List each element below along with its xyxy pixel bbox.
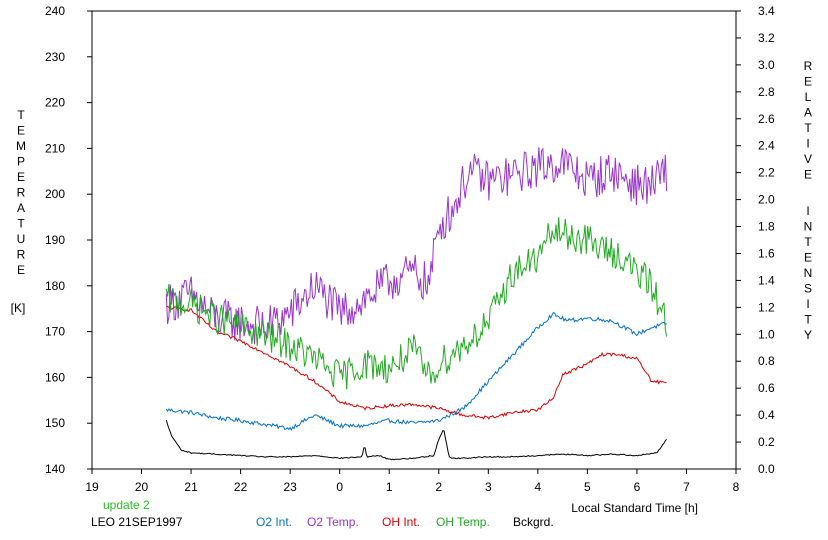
y-left-tick-label: 240 xyxy=(45,4,65,18)
station-annotation: LEO 21SEP1997 xyxy=(91,515,183,529)
legend-o2-int: O2 Int. xyxy=(256,515,292,529)
y-right-tick-label: 2.4 xyxy=(758,139,775,153)
y-right-label-letter: Y xyxy=(804,328,812,342)
y-right-tick-label: 1.8 xyxy=(758,220,775,234)
y-axis-left-unit: [K] xyxy=(11,301,26,315)
y-right-label-letter: E xyxy=(804,168,812,182)
y-right-tick-label: 1.4 xyxy=(758,273,775,287)
x-tick-label: 4 xyxy=(535,480,542,494)
y-axis-right: 0.0 0.2 0.4 0.6 0.8 1.0 1.2 1.4 1.6 1.8 2.0 2.2 2.4 2… xyxy=(736,4,775,476)
x-tick-label: 3 xyxy=(485,480,492,494)
y-left-tick-label: 190 xyxy=(45,233,65,247)
y-left-tick-label: 200 xyxy=(45,187,65,201)
y-right-tick-label: 2.2 xyxy=(758,166,775,180)
y-right-label-letter: A xyxy=(804,106,812,120)
y-left-label-letter: M xyxy=(16,139,26,153)
y-right-label-letter: S xyxy=(804,282,812,296)
y-right-tick-label: 3.0 xyxy=(758,58,775,72)
y-right-tick-label: 3.4 xyxy=(758,4,775,18)
x-tick-label: 6 xyxy=(634,480,641,494)
series-line-o2-int xyxy=(165,311,667,432)
y-left-label-letter: P xyxy=(17,155,25,169)
x-tick-label: 21 xyxy=(184,480,198,494)
y-left-label-letter: E xyxy=(17,170,25,184)
series-layer xyxy=(165,147,668,461)
y-right-tick-label: 0.2 xyxy=(758,435,775,449)
y-right-tick-label: 1.2 xyxy=(758,300,775,314)
x-tick-label: 2 xyxy=(435,480,442,494)
x-axis-label: Local Standard Time [h] xyxy=(571,501,698,515)
y-right-tick-label: 2.8 xyxy=(758,85,775,99)
y-left-tick-label: 160 xyxy=(45,370,65,384)
y-left-label-letter: E xyxy=(17,124,25,138)
series-line-bckgrd xyxy=(165,419,667,461)
x-tick-label: 7 xyxy=(683,480,690,494)
plot-frame xyxy=(91,10,737,470)
y-left-tick-label: 170 xyxy=(45,325,65,339)
update-annotation: update 2 xyxy=(103,498,150,512)
y-left-tick-label: 220 xyxy=(45,96,65,110)
x-tick-label: 22 xyxy=(234,480,248,494)
y-left-label-letter: T xyxy=(17,217,25,231)
y-right-label-letter: E xyxy=(804,75,812,89)
y-right-label-letter: N xyxy=(804,266,813,280)
y-right-tick-label: 2.6 xyxy=(758,112,775,126)
y-right-label-letter: R xyxy=(804,59,813,73)
series-line-o2-temp xyxy=(165,147,668,345)
y-left-label-letter: T xyxy=(17,108,25,122)
x-axis: 19 20 21 22 23 0 1 2 3 4 5 6 7 8 xyxy=(85,469,740,494)
y-right-label-letter: T xyxy=(804,313,812,327)
y-right-tick-label: 0.0 xyxy=(758,462,775,476)
y-right-tick-label: 1.0 xyxy=(758,327,775,341)
y-left-label-letter: E xyxy=(17,263,25,277)
legend-oh-temp: OH Temp. xyxy=(436,515,490,529)
x-tick-label: 0 xyxy=(336,480,343,494)
y-left-label-letter: R xyxy=(17,248,26,262)
y-right-label-letter: L xyxy=(805,90,812,104)
x-tick-label: 20 xyxy=(135,480,149,494)
y-right-tick-label: 0.8 xyxy=(758,354,775,368)
y-left-label-letter: A xyxy=(17,201,25,215)
y-right-label-letter: N xyxy=(804,220,813,234)
y-left-tick-label: 150 xyxy=(45,416,65,430)
x-tick-label: 23 xyxy=(283,480,297,494)
y-right-label-letter: I xyxy=(806,297,809,311)
legend-oh-int: OH Int. xyxy=(382,515,420,529)
y-right-tick-label: 0.4 xyxy=(758,408,775,422)
x-tick-label: 1 xyxy=(386,480,393,494)
y-right-tick-label: 1.6 xyxy=(758,246,775,260)
y-right-label-letter: T xyxy=(804,121,812,135)
y-axis-left: 140 150 160 170 180 190 200 210 220 230 240 xyxy=(45,4,92,476)
y-right-label-letter: I xyxy=(806,137,809,151)
x-tick-label: 8 xyxy=(733,480,740,494)
y-left-tick-label: 180 xyxy=(45,279,65,293)
y-left-label-letter: U xyxy=(17,232,26,246)
y-left-tick-label: 140 xyxy=(45,462,65,476)
x-tick-label: 19 xyxy=(85,480,99,494)
y-right-label-letter: E xyxy=(804,251,812,265)
series-line-oh-temp xyxy=(165,216,668,390)
y-right-tick-label: 3.2 xyxy=(758,31,775,45)
x-tick-label: 5 xyxy=(584,480,591,494)
y-right-label-letter: T xyxy=(804,235,812,249)
y-left-tick-label: 230 xyxy=(45,50,65,64)
y-left-label-letter: R xyxy=(17,186,26,200)
legend-bckgrd: Bckgrd. xyxy=(513,515,554,529)
y-right-label-letter: V xyxy=(804,152,812,166)
y-right-tick-label: 0.6 xyxy=(758,381,775,395)
y-right-tick-label: 2.0 xyxy=(758,193,775,207)
y-right-label-letter: I xyxy=(806,204,809,218)
y-left-tick-label: 210 xyxy=(45,141,65,155)
legend-o2-temp: O2 Temp. xyxy=(307,515,359,529)
series-line-oh-int xyxy=(166,305,667,420)
